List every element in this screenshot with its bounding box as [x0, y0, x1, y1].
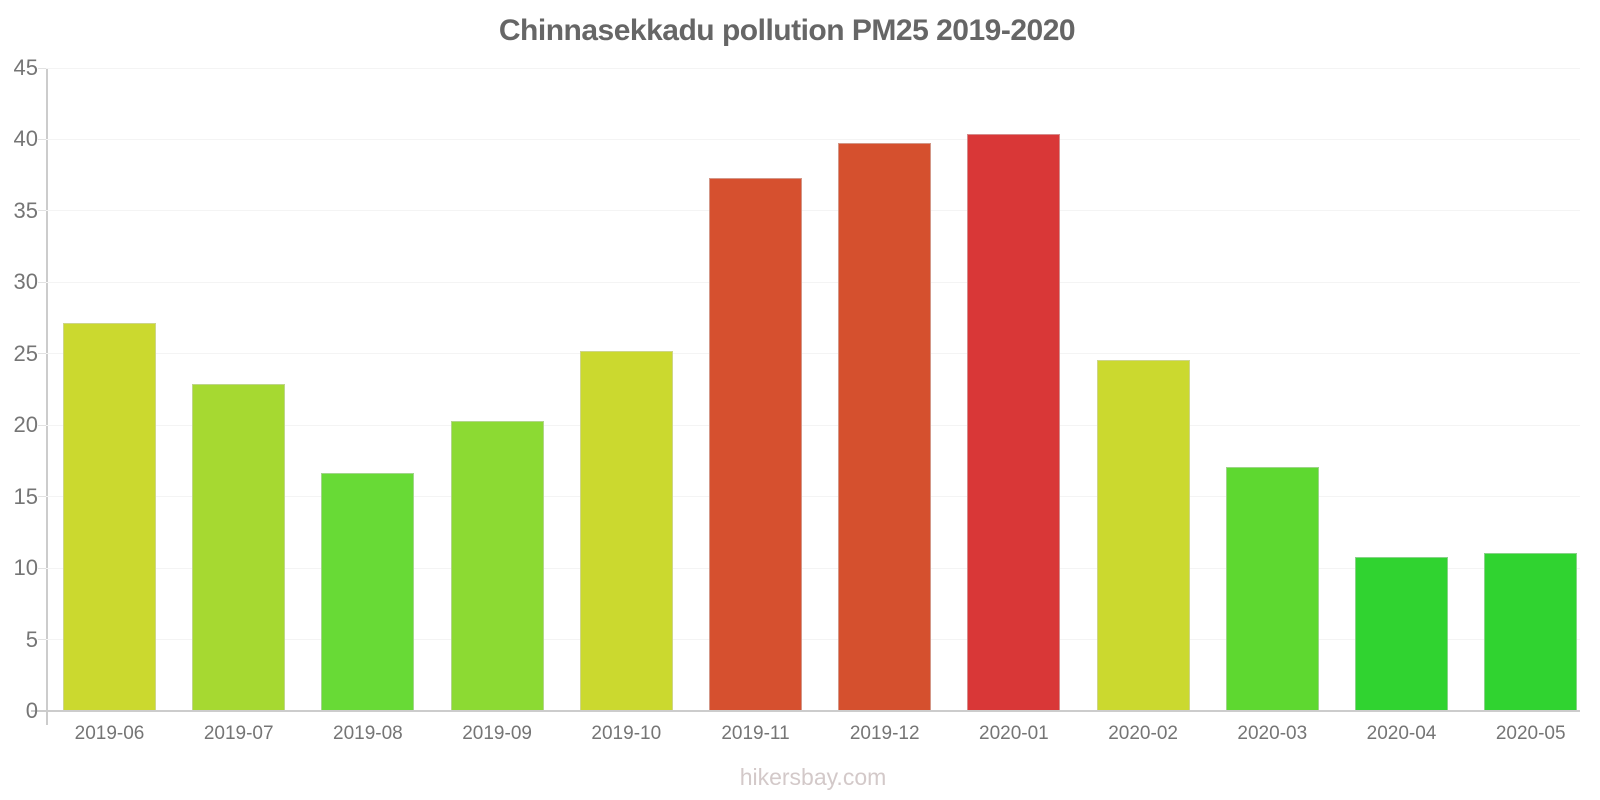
x-axis-label: 2020-04 — [1366, 723, 1437, 744]
bar-2020-04 — [1355, 557, 1448, 710]
gridline — [46, 496, 1580, 498]
y-axis-label: 45 — [13, 55, 38, 80]
x-axis-label: 2020-03 — [1237, 723, 1308, 744]
watermark: hikersbay.com — [739, 764, 887, 790]
x-axis-label: 2019-10 — [591, 723, 662, 744]
x-axis-label: 2019-06 — [74, 723, 145, 744]
gridline — [46, 138, 1580, 140]
y-axis-tick — [38, 567, 46, 569]
bar-2019-09 — [450, 421, 544, 710]
plot-area — [31, 67, 1580, 725]
bar-2019-12 — [838, 142, 932, 710]
y-axis-tick — [38, 210, 46, 212]
x-axis-label: 2019-11 — [721, 723, 790, 744]
y-axis-tick — [38, 424, 46, 426]
y-axis-tick — [38, 281, 46, 283]
bar-2020-05 — [1484, 552, 1578, 710]
y-axis-tick — [38, 496, 46, 498]
x-axis-label: 2019-12 — [849, 723, 920, 744]
bar-2019-11 — [709, 178, 802, 710]
x-axis-label: 2019-09 — [462, 723, 532, 744]
x-axis-label: 2019-08 — [333, 723, 403, 744]
y-axis-label: 25 — [13, 340, 38, 366]
gridline — [46, 210, 1580, 212]
y-axis-label: 10 — [13, 555, 38, 581]
y-axis-labels: 0 5 10 15 20 25 30 35 40 45 — [0, 55, 38, 723]
x-axis-label: 2019-07 — [203, 723, 274, 744]
y-axis-label: 35 — [13, 197, 38, 223]
y-axis-tick — [38, 67, 46, 69]
x-axis-baseline — [31, 710, 1580, 712]
gridline — [46, 424, 1580, 426]
y-axis-label: 0 — [25, 698, 38, 723]
bar-2020-02 — [1096, 359, 1190, 710]
gridline — [46, 281, 1580, 283]
bar-2020-01 — [967, 134, 1061, 710]
y-axis-label: 20 — [13, 412, 38, 438]
y-axis-label: 30 — [13, 269, 38, 295]
bar-2019-06 — [63, 322, 156, 710]
y-axis-tick — [38, 639, 46, 641]
x-axis-label: 2020-02 — [1108, 723, 1178, 744]
x-axis-labels: 2019-06 2019-07 2019-08 2019-09 2019-10 2019-… — [46, 723, 1580, 753]
bar-2019-10 — [579, 351, 673, 710]
gridline — [46, 353, 1580, 355]
gridline — [46, 67, 1580, 69]
y-axis-tick — [38, 138, 46, 140]
chart-title: Chinnasekkadu pollution PM25 2019-2020 — [498, 14, 1076, 47]
y-axis-label: 15 — [13, 483, 38, 509]
gridline — [46, 567, 1580, 569]
y-axis-line — [46, 68, 48, 725]
x-axis-label: 2020-01 — [979, 723, 1049, 744]
bar-2019-07 — [192, 384, 286, 710]
bar-2019-08 — [321, 472, 415, 710]
x-axis-label: 2020-05 — [1495, 723, 1566, 744]
y-axis-tick — [38, 353, 46, 355]
bar-2020-03 — [1225, 467, 1319, 710]
gridline — [46, 639, 1580, 641]
y-axis-label: 5 — [25, 626, 38, 652]
y-axis-label: 40 — [13, 126, 38, 152]
